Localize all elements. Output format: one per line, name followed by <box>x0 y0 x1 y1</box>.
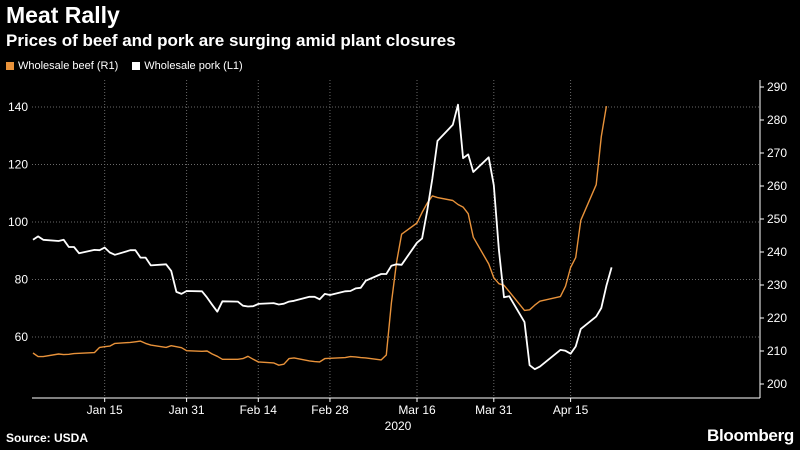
y-left-tick-label: 80 <box>15 273 29 287</box>
y-right-tick-label: 230 <box>767 278 787 292</box>
axes: 60 80 100 120 140 Jan 15 Jan 31 Feb 14 Feb 28 Mar… <box>8 80 787 433</box>
grid-lines <box>32 80 760 398</box>
y-right-tick-label: 240 <box>767 245 787 259</box>
bloomberg-logo: Bloomberg <box>706 426 794 445</box>
series-line-pork <box>32 103 613 371</box>
x-tick-label: Jan 15 <box>87 403 123 417</box>
legend-swatch-pork <box>132 62 141 70</box>
series-lines <box>32 103 613 371</box>
x-tick-label: Jan 31 <box>169 403 205 417</box>
x-tick-label: Apr 15 <box>553 403 589 417</box>
x-tick-label: Mar 31 <box>475 403 513 417</box>
y-right-tick-label: 210 <box>767 344 787 358</box>
legend-item-beef: Wholesale beef (R1) <box>6 60 118 72</box>
y-right-tick-label: 200 <box>767 377 787 391</box>
y-right-tick-label: 290 <box>767 80 787 94</box>
series-line-beef <box>32 105 608 366</box>
legend-swatch-beef <box>6 62 14 70</box>
y-right-tick-label: 260 <box>767 179 787 193</box>
y-right-tick-label: 220 <box>767 311 787 325</box>
y-right-tick-label: 280 <box>767 113 787 127</box>
x-tick-label: Mar 16 <box>398 403 436 417</box>
y-right-tick-label: 270 <box>767 146 787 160</box>
legend-label-pork: Wholesale pork (L1) <box>144 60 243 72</box>
x-year-label: 2020 <box>385 419 412 433</box>
x-tick-label: Feb 28 <box>311 403 349 417</box>
legend-label-beef: Wholesale beef (R1) <box>18 60 119 72</box>
y-left-tick-label: 140 <box>8 100 28 114</box>
chart-subtitle: Prices of beef and pork are surging amid… <box>6 31 456 50</box>
x-tick-label: Feb 14 <box>240 403 278 417</box>
y-left-tick-label: 120 <box>8 158 28 172</box>
chart-title: Meat Rally <box>6 2 120 28</box>
legend: Wholesale beef (R1) Wholesale pork (L1) <box>6 60 243 72</box>
y-left-tick-label: 60 <box>15 330 29 344</box>
y-left-tick-label: 100 <box>8 215 28 229</box>
legend-item-pork: Wholesale pork (L1) <box>132 60 243 72</box>
y-right-tick-label: 250 <box>767 212 787 226</box>
source-note: Source: USDA <box>6 431 89 445</box>
